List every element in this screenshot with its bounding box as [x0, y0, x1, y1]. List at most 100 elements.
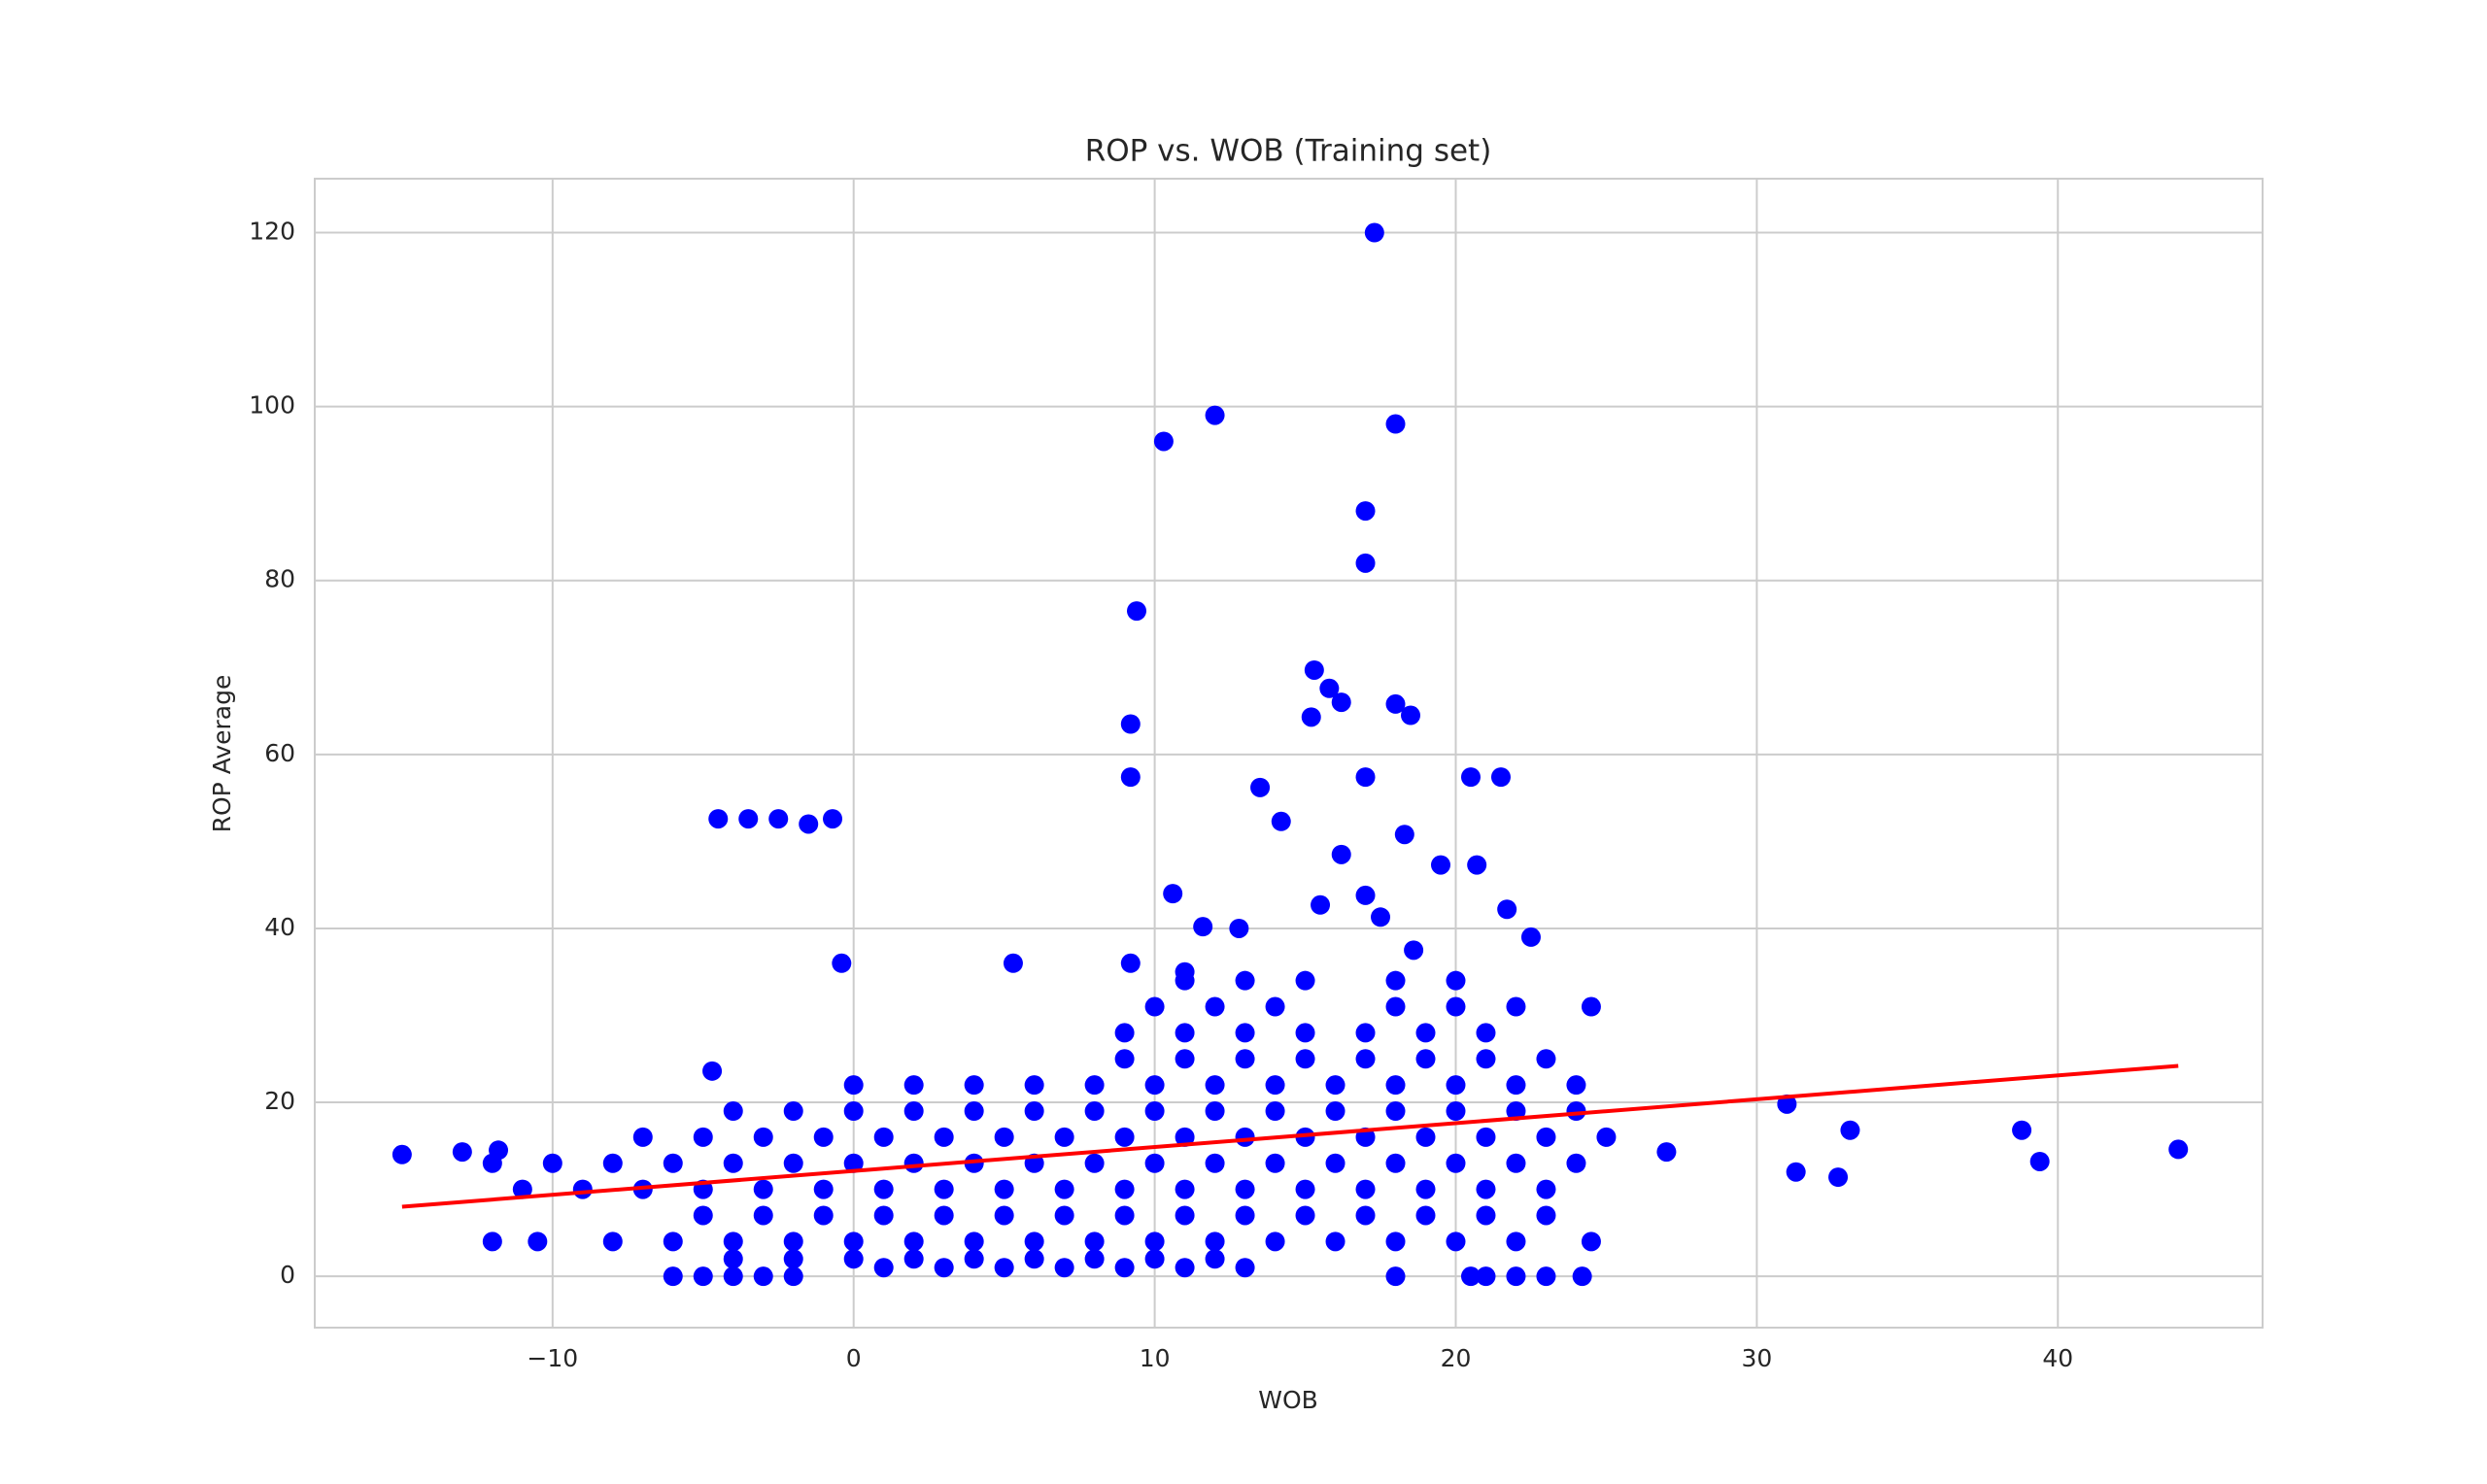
- point: [1175, 1179, 1195, 1199]
- x-tick-label: 0: [846, 1344, 862, 1372]
- point: [1786, 1162, 1806, 1182]
- point: [964, 1075, 984, 1096]
- point: [1536, 1205, 1556, 1226]
- point: [1355, 1205, 1376, 1226]
- x-axis-label: WOB: [1258, 1386, 1318, 1414]
- point: [572, 1179, 593, 1199]
- point: [1084, 1075, 1105, 1096]
- point: [783, 1266, 803, 1287]
- point: [632, 1127, 653, 1147]
- point: [1265, 1153, 1285, 1173]
- point: [452, 1142, 472, 1163]
- point: [1385, 1266, 1406, 1287]
- point: [1265, 1231, 1285, 1252]
- point: [1536, 1127, 1556, 1147]
- point: [1250, 777, 1271, 797]
- point: [2012, 1120, 2032, 1140]
- y-tick-label: 80: [264, 565, 295, 593]
- point: [903, 1249, 924, 1269]
- point: [1235, 1023, 1255, 1043]
- point: [1235, 1179, 1255, 1199]
- point: [1175, 1258, 1195, 1278]
- y-tick-label: 0: [280, 1261, 295, 1289]
- regression-line: [401, 1063, 2179, 1209]
- point: [1153, 431, 1174, 452]
- point: [753, 1266, 773, 1287]
- point: [783, 1101, 803, 1122]
- x-tick-label: 20: [1441, 1344, 1472, 1372]
- point: [2029, 1151, 2050, 1171]
- point: [1144, 1249, 1165, 1269]
- y-tick-label: 120: [249, 218, 295, 246]
- point: [1325, 1231, 1346, 1252]
- point: [1024, 1101, 1044, 1122]
- point: [768, 809, 789, 829]
- point: [1476, 1049, 1496, 1069]
- point: [813, 1179, 834, 1199]
- point: [1566, 1153, 1586, 1173]
- point: [1460, 767, 1481, 788]
- point: [1114, 1127, 1135, 1147]
- point: [1385, 996, 1406, 1017]
- point: [1446, 1231, 1466, 1252]
- point: [1120, 767, 1141, 788]
- point: [1371, 907, 1391, 928]
- point: [994, 1258, 1014, 1278]
- point: [1114, 1205, 1135, 1226]
- point: [1536, 1049, 1556, 1069]
- point: [964, 1249, 984, 1269]
- point: [832, 953, 852, 973]
- point: [1325, 1101, 1346, 1122]
- point: [964, 1231, 984, 1252]
- point: [1175, 1205, 1195, 1226]
- point: [2168, 1139, 2189, 1160]
- point: [1446, 996, 1466, 1017]
- point: [1385, 970, 1406, 991]
- point: [1581, 996, 1601, 1017]
- point: [1446, 1075, 1466, 1096]
- point: [1415, 1049, 1436, 1069]
- x-tick-label: 40: [2042, 1344, 2073, 1372]
- point: [1144, 1231, 1165, 1252]
- x-tick-label: −10: [527, 1344, 578, 1372]
- point: [1385, 1153, 1406, 1173]
- point: [1506, 1101, 1526, 1122]
- point: [1235, 1049, 1255, 1069]
- point: [1205, 996, 1225, 1017]
- point: [1205, 1153, 1225, 1173]
- point: [1385, 1075, 1406, 1096]
- point: [1295, 1023, 1315, 1043]
- point: [542, 1153, 562, 1173]
- point: [1355, 1179, 1376, 1199]
- point: [1446, 1153, 1466, 1173]
- point: [1205, 1249, 1225, 1269]
- point: [873, 1258, 894, 1278]
- point: [1401, 705, 1421, 725]
- point: [783, 1231, 803, 1252]
- point: [1331, 844, 1351, 864]
- point: [1840, 1120, 1860, 1140]
- point: [1084, 1153, 1105, 1173]
- point: [1572, 1266, 1592, 1287]
- point: [753, 1205, 773, 1226]
- point: [1415, 1127, 1436, 1147]
- point: [1175, 1023, 1195, 1043]
- point: [723, 1266, 743, 1287]
- point: [934, 1258, 954, 1278]
- point: [1205, 1075, 1225, 1096]
- point: [1355, 885, 1376, 905]
- point: [723, 1249, 743, 1269]
- point: [1301, 707, 1321, 727]
- point: [708, 809, 729, 829]
- point: [1506, 1266, 1526, 1287]
- point: [1175, 1049, 1195, 1069]
- point: [1355, 767, 1376, 788]
- plot-frame: [314, 178, 2264, 1329]
- point: [1404, 940, 1424, 961]
- point: [964, 1101, 984, 1122]
- point: [1536, 1266, 1556, 1287]
- point: [693, 1266, 713, 1287]
- point: [1325, 1075, 1346, 1096]
- point: [1144, 1153, 1165, 1173]
- point: [1520, 927, 1541, 947]
